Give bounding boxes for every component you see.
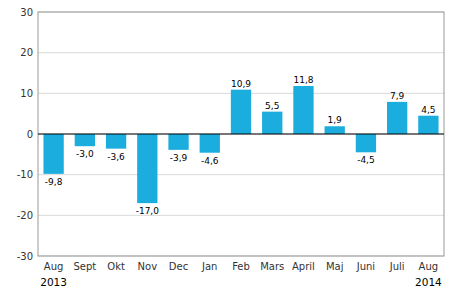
grid-line — [38, 52, 444, 53]
x-tick-label: Nov — [138, 261, 158, 272]
x-tick-label: Mars — [260, 261, 284, 272]
zero-line — [38, 133, 444, 134]
grid-line — [38, 134, 444, 135]
bar — [356, 134, 376, 152]
bar — [106, 134, 126, 149]
data-label: 5,5 — [265, 101, 279, 111]
plot-frame — [38, 12, 444, 256]
data-label: -3,0 — [76, 149, 94, 159]
bar — [137, 134, 157, 203]
bar — [262, 112, 282, 134]
data-label: -3,6 — [107, 152, 125, 162]
data-label: 11,8 — [293, 75, 313, 85]
annotation: 2013 — [40, 276, 67, 288]
x-tick-label: Aug — [44, 261, 64, 272]
y-tick-label: 20 — [20, 47, 33, 58]
x-tick-label: Jan — [201, 261, 217, 272]
x-tick-label: Sept — [73, 261, 96, 272]
grid — [38, 12, 444, 256]
bar — [418, 116, 438, 134]
x-tick-label: Aug — [419, 261, 439, 272]
y-tick-label: 10 — [20, 88, 33, 99]
bars — [43, 86, 438, 203]
grid-line — [38, 174, 444, 175]
bar — [387, 102, 407, 134]
y-tick-label: -30 — [17, 251, 33, 262]
y-tick-label: -20 — [17, 210, 33, 221]
bar — [231, 90, 251, 134]
data-label: -3,9 — [170, 153, 188, 163]
bar — [75, 134, 95, 146]
data-label: 1,9 — [328, 115, 343, 125]
bar — [200, 134, 220, 153]
bar — [325, 126, 345, 134]
x-tick-label: April — [292, 261, 315, 272]
data-label: -4,5 — [357, 155, 375, 165]
x-tick-label: Dec — [169, 261, 188, 272]
x-tick-label: Juni — [356, 261, 375, 272]
y-tick-label: 30 — [20, 7, 33, 18]
data-label: -17,0 — [136, 206, 160, 216]
bar — [293, 86, 313, 134]
x-tick-label: Maj — [326, 261, 344, 272]
x-tick-label: Okt — [107, 261, 125, 272]
bar — [168, 134, 188, 150]
annotation: 2014 — [415, 276, 442, 288]
bar — [43, 134, 63, 174]
y-tick-label: -10 — [17, 169, 33, 180]
data-label: 4,5 — [421, 105, 435, 115]
y-tick-label: 0 — [27, 129, 33, 140]
data-label: -9,8 — [45, 177, 63, 187]
data-label: -4,6 — [201, 156, 219, 166]
chart-container: -30 -20 -10 0 10 20 30 -9,8 -3,0 -3,6 -17,0 -3,9 -4,… — [0, 0, 454, 302]
grid-line — [38, 215, 444, 216]
x-tick-label: Juli — [389, 261, 405, 272]
x-tick-label: Feb — [232, 261, 250, 272]
chart-svg: -30 -20 -10 0 10 20 30 -9,8 -3,0 -3,6 -17,0 -3,9 -4,… — [0, 0, 454, 302]
data-label: 10,9 — [231, 79, 251, 89]
data-label: 7,9 — [390, 91, 405, 101]
